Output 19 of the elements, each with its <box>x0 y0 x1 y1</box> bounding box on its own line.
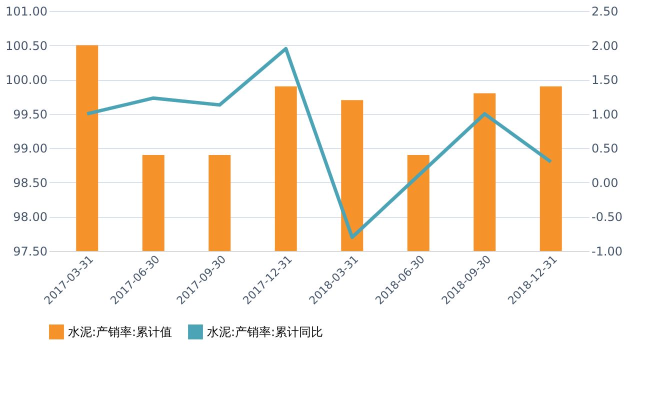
y-tick-label: 98.50 <box>13 176 48 190</box>
y-tick-label: 100.00 <box>6 73 48 88</box>
line-series <box>85 46 553 240</box>
y2-tick-label: 1.00 <box>592 107 618 122</box>
legend-label: 水泥:产销率:累计值 <box>68 324 172 339</box>
y2-tick-label: -1.00 <box>592 244 623 258</box>
y-tick-label: 99.00 <box>13 142 48 156</box>
y2-tick-label: 1.50 <box>592 73 618 88</box>
y2-tick-label: -0.50 <box>592 210 623 224</box>
y-tick-label: 101.00 <box>6 4 48 18</box>
y-tick-label: 98.00 <box>13 210 48 224</box>
y-tick-label: 99.50 <box>13 107 48 122</box>
legend-label: 水泥:产销率:累计同比 <box>207 324 324 339</box>
y-tick-label: 100.50 <box>6 38 48 53</box>
y2-tick-label: 2.50 <box>592 4 618 18</box>
y2-tick-label: 0.50 <box>592 142 618 156</box>
y2-tick-label: 2.00 <box>592 38 618 53</box>
y-tick-label: 97.50 <box>13 244 48 258</box>
y2-tick-label: 0.00 <box>592 176 618 190</box>
